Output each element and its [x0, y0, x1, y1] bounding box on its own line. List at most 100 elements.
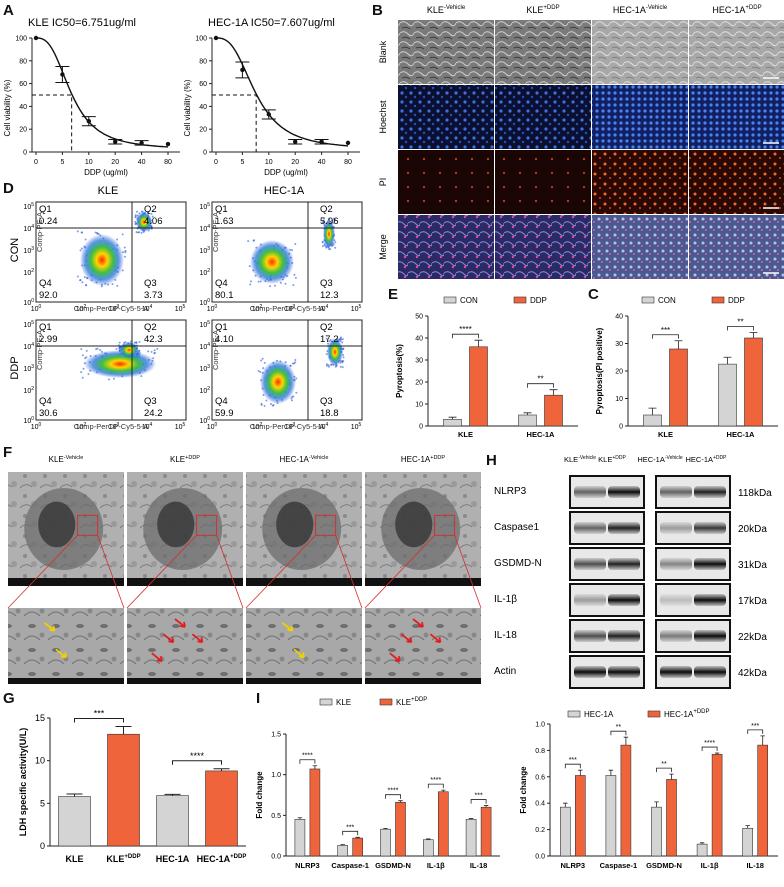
flow-event-dot: [76, 275, 79, 278]
legend-swatch: [711, 296, 725, 304]
tem-zoom-box: [434, 514, 456, 536]
ic50-data-point: [86, 119, 92, 124]
quadrant-label: Q4: [215, 278, 228, 289]
significance-stars: ****: [459, 325, 471, 334]
flow-x-axis-label: Comp-PerCP-Cy5-5-A: [250, 422, 325, 431]
bar-error: [549, 389, 558, 396]
tem-arrow: [400, 633, 413, 644]
flow-density-blob: [119, 342, 139, 358]
flow-event-dot: [81, 281, 84, 284]
flow-x-tick: 105: [351, 304, 362, 313]
bar-error: [563, 802, 568, 808]
legend-label: CON: [658, 296, 676, 305]
flow-event-dot: [111, 283, 114, 286]
blot-protein-label: Actin: [494, 666, 516, 677]
fluor-column-header: HEC-1A+DDP: [712, 5, 761, 15]
ic50-data-point: [60, 72, 65, 77]
blot-size-label: 31kDa: [738, 560, 767, 571]
flow-event-dot: [156, 347, 159, 350]
blot-band: [574, 522, 606, 534]
blot-size-label: 42kDa: [738, 668, 767, 679]
flow-y-tick: 105: [23, 202, 34, 211]
legend-swatch: [513, 296, 527, 304]
significance-stars: **: [616, 724, 622, 731]
flow-row-label-ddp: DDP: [9, 356, 21, 379]
quadrant-value: 30.6: [39, 408, 58, 419]
bar-error: [745, 825, 750, 829]
blot-band: [608, 666, 640, 678]
flow-x-axis-label: Comp-PerCP-Cy5-5-A: [74, 304, 149, 313]
flow-y-tick: 105: [199, 320, 210, 329]
significance-bracket: [652, 334, 679, 339]
ic50-xtick-label: 5: [60, 159, 64, 166]
bar-error: [749, 332, 758, 338]
flow-plot-frame: [211, 319, 363, 421]
bar-category-label: GSDMD-N: [375, 861, 411, 870]
quadrant-value: 4.06: [144, 216, 163, 227]
bar-error: [115, 726, 132, 735]
blot-protein-label: NLRP3: [494, 486, 527, 497]
quadrant-value: 5.96: [320, 216, 339, 227]
significance-stars: **: [661, 761, 667, 768]
ic50-ytick-label: 80: [199, 58, 207, 65]
flow-event-dot: [272, 404, 275, 407]
blot-band: [574, 594, 606, 606]
bar-category-label: KLE+DDP: [106, 854, 140, 864]
flow-y-tick: 100: [23, 416, 34, 425]
flow-event-dot: [284, 282, 287, 285]
flow-event-dot: [96, 232, 99, 235]
tem-nucleus: [157, 501, 195, 548]
blot-band: [608, 594, 640, 606]
flow-event-dot: [153, 352, 156, 355]
significance-bracket: [172, 760, 222, 765]
bar-error: [66, 793, 83, 797]
fluor-column-header: HEC-1A-Vehicle: [613, 5, 668, 15]
ic50-xtick-label: 20: [291, 159, 299, 166]
flow-event-dot: [334, 218, 337, 221]
ic50-ytick-label: 20: [199, 127, 207, 134]
ic50-curve-kle: [36, 37, 169, 148]
bar-y-tick-label: 0.0: [535, 854, 545, 861]
ic50-ylabel-hec1a: Cell viability (%): [183, 79, 192, 136]
panel-letter-e: E: [388, 286, 399, 303]
fluor-image-cell: [689, 150, 784, 214]
bar-category-label: NLRP3: [295, 861, 320, 870]
ic50-xtick-label: 80: [344, 159, 352, 166]
bar-error: [441, 789, 446, 792]
flow-y-tick: 104: [199, 342, 210, 351]
significance-stars: ***: [569, 757, 577, 764]
flow-x-tick: 100: [207, 422, 218, 431]
bar-error: [340, 844, 345, 846]
flow-event-dot: [138, 340, 141, 343]
blot-protein-label: Caspase1: [494, 522, 539, 533]
tem-nucleus: [38, 501, 76, 548]
tem-zoom-lines: [245, 535, 363, 609]
legend-swatch: [319, 698, 333, 706]
bar-error: [578, 769, 583, 776]
blot-band: [694, 666, 726, 678]
ic50-xtick-label: 80: [164, 159, 172, 166]
blot-band: [608, 486, 640, 498]
flow-col-title-kle: KLE: [98, 185, 119, 197]
tem-zoom-lines: [126, 535, 244, 609]
blot-band: [574, 558, 606, 570]
flow-event-dot: [150, 212, 153, 215]
flow-event-dot: [291, 362, 294, 365]
flow-y-tick: 105: [23, 320, 34, 329]
tem-arrow: [389, 652, 401, 663]
flow-event-dot: [94, 231, 97, 234]
tem-column-header: HEC-1A-Vehicle: [280, 455, 329, 464]
tem-scale-strip: [246, 578, 362, 586]
flow-event-dot: [247, 240, 250, 243]
bar: [643, 414, 662, 427]
flow-x-tick: 105: [351, 422, 362, 431]
panel-letter-d: D: [3, 180, 14, 197]
panel-h-western-blot: KLE-Vehicle KLE+DDP HEC-1A-Vehicle HEC-1A+D…: [494, 455, 772, 689]
tem-column-header: KLE-Vehicle: [49, 455, 84, 464]
flow-y-axis-label: Comp-PE-A: [211, 212, 220, 252]
bar-category-label: KLE: [658, 430, 673, 439]
flow-event-dot: [260, 403, 263, 406]
quadrant-label: Q3: [144, 396, 157, 407]
